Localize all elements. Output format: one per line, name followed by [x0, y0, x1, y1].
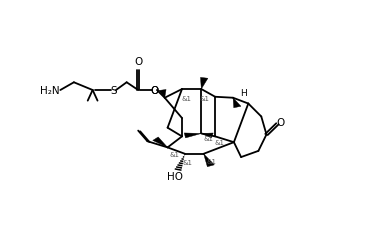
Polygon shape [203, 154, 214, 167]
Polygon shape [233, 98, 241, 108]
Text: O: O [134, 57, 142, 67]
Text: O: O [150, 86, 158, 96]
Text: &1: &1 [203, 136, 214, 142]
Text: &1: &1 [181, 95, 191, 101]
Text: &1: &1 [183, 159, 193, 165]
Text: O: O [150, 86, 158, 96]
Polygon shape [153, 138, 168, 148]
Polygon shape [201, 78, 208, 90]
Text: S: S [110, 86, 117, 96]
Text: H₂N: H₂N [40, 86, 60, 96]
Text: &1: &1 [215, 139, 224, 145]
Text: &1: &1 [170, 151, 180, 157]
Text: &1: &1 [199, 96, 209, 102]
Polygon shape [184, 134, 201, 138]
Text: H: H [240, 88, 246, 98]
Polygon shape [159, 90, 166, 98]
Text: O: O [276, 117, 285, 127]
Polygon shape [201, 134, 213, 138]
Text: HO: HO [167, 172, 183, 182]
Text: &1: &1 [207, 158, 217, 164]
